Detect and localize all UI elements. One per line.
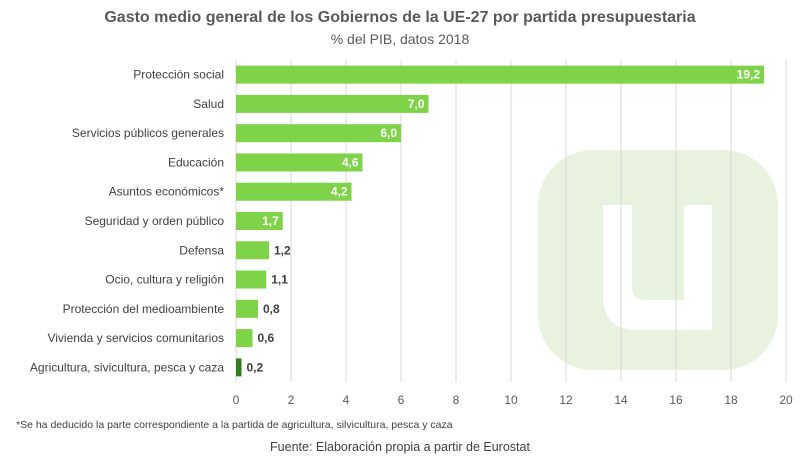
category-label: Vivienda y servicios comunitarios — [47, 331, 224, 345]
value-label: 7,0 — [408, 97, 425, 111]
bar — [236, 153, 363, 172]
value-label: 6,0 — [380, 126, 397, 140]
value-label: 0,6 — [258, 331, 275, 345]
bar — [236, 358, 242, 377]
value-label: 1,1 — [271, 273, 288, 287]
category-label: Salud — [193, 97, 224, 111]
chart-source: Fuente: Elaboración propia a partir de E… — [270, 440, 530, 454]
bar — [236, 94, 429, 113]
chart-title: Gasto medio general de los Gobiernos de … — [104, 9, 696, 26]
x-tick-label: 12 — [559, 393, 573, 407]
value-label: 4,2 — [331, 185, 348, 199]
category-label: Ocio, cultura y religión — [105, 273, 224, 287]
bar — [236, 124, 401, 143]
x-tick-label: 16 — [669, 393, 683, 407]
value-label: 1,7 — [262, 214, 279, 228]
x-tick-label: 14 — [614, 393, 628, 407]
category-label: Asuntos económicos* — [109, 185, 225, 199]
x-tick-label: 10 — [504, 393, 518, 407]
category-label: Agricultura, sivicultura, pesca y caza — [30, 360, 224, 374]
value-label: 1,2 — [274, 243, 291, 257]
chart-subtitle: % del PIB, datos 2018 — [330, 31, 470, 47]
bar — [236, 270, 267, 289]
chart-footnote: *Se ha deducido la parte correspondiente… — [16, 419, 453, 431]
x-tick-label: 20 — [779, 393, 793, 407]
category-label: Seguridad y orden público — [85, 214, 225, 228]
category-label: Protección del medioambiente — [63, 302, 225, 316]
u-logo-icon — [538, 150, 778, 370]
value-label: 0,8 — [263, 302, 280, 316]
value-label: 0,2 — [247, 360, 264, 374]
bar — [236, 299, 258, 318]
value-label: 19,2 — [737, 68, 761, 82]
category-label: Educación — [168, 155, 224, 169]
category-label: Servicios públicos generales — [72, 126, 224, 140]
x-tick-label: 18 — [724, 393, 738, 407]
bar — [236, 65, 764, 84]
category-label: Protección social — [133, 68, 224, 82]
bar — [236, 329, 253, 348]
value-label: 4,6 — [342, 155, 359, 169]
x-tick-label: 6 — [398, 393, 405, 407]
bar — [236, 241, 269, 260]
x-tick-label: 2 — [288, 393, 295, 407]
bar — [236, 212, 283, 230]
x-tick-label: 8 — [453, 393, 460, 407]
bar — [236, 182, 352, 201]
x-tick-label: 0 — [233, 393, 240, 407]
x-tick-label: 4 — [343, 393, 350, 407]
category-label: Defensa — [179, 243, 224, 257]
